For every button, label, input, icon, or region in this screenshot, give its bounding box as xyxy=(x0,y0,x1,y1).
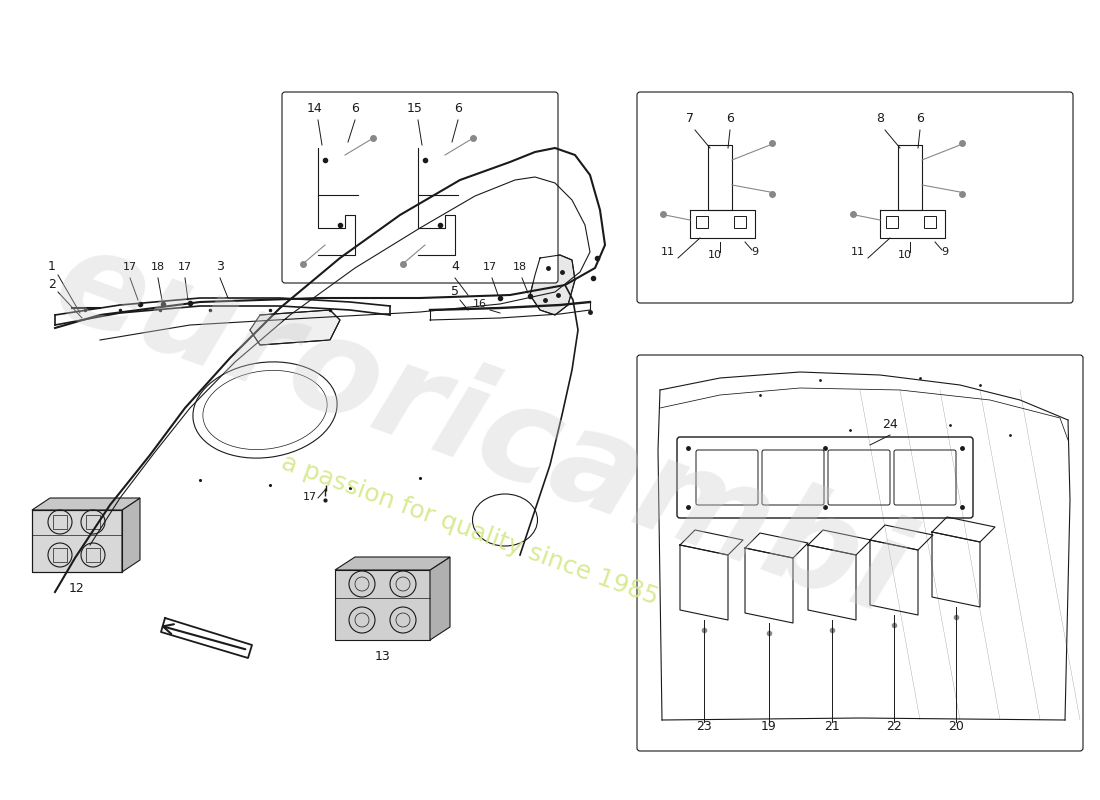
Bar xyxy=(696,216,708,228)
FancyBboxPatch shape xyxy=(894,450,956,505)
Polygon shape xyxy=(32,510,122,572)
Polygon shape xyxy=(122,498,140,572)
Bar xyxy=(86,548,100,562)
Text: 6: 6 xyxy=(726,112,734,125)
Bar xyxy=(86,515,100,529)
Text: 18: 18 xyxy=(513,262,527,272)
Text: 11: 11 xyxy=(661,247,675,257)
Text: 15: 15 xyxy=(407,102,422,115)
Polygon shape xyxy=(336,557,450,570)
Text: a passion for quality since 1985: a passion for quality since 1985 xyxy=(278,450,662,610)
Bar xyxy=(886,216,898,228)
FancyBboxPatch shape xyxy=(762,450,824,505)
FancyBboxPatch shape xyxy=(637,92,1072,303)
Bar xyxy=(53,515,67,529)
FancyBboxPatch shape xyxy=(282,92,558,283)
Polygon shape xyxy=(430,557,450,640)
Text: 19: 19 xyxy=(761,720,777,733)
Text: 13: 13 xyxy=(375,650,390,663)
Text: 5: 5 xyxy=(451,285,459,298)
Text: 24: 24 xyxy=(882,418,898,431)
Polygon shape xyxy=(32,498,140,510)
Text: 17: 17 xyxy=(483,262,497,272)
Text: 9: 9 xyxy=(942,247,948,257)
Text: 6: 6 xyxy=(916,112,924,125)
Text: 22: 22 xyxy=(887,720,902,733)
Text: 10: 10 xyxy=(708,250,722,260)
Text: 4: 4 xyxy=(451,260,459,273)
Bar xyxy=(924,216,936,228)
Text: 1: 1 xyxy=(48,260,56,273)
Text: 3: 3 xyxy=(216,260,224,273)
Text: 8: 8 xyxy=(876,112,884,125)
Text: 17: 17 xyxy=(302,492,317,502)
Text: 18: 18 xyxy=(151,262,165,272)
FancyBboxPatch shape xyxy=(637,355,1084,751)
Text: 6: 6 xyxy=(454,102,462,115)
Text: 12: 12 xyxy=(69,582,85,594)
Bar xyxy=(734,216,746,228)
Text: 6: 6 xyxy=(351,102,359,115)
Text: 23: 23 xyxy=(696,720,712,733)
Polygon shape xyxy=(250,310,340,345)
Text: 16: 16 xyxy=(473,299,487,309)
Text: 17: 17 xyxy=(123,262,138,272)
Text: 2: 2 xyxy=(48,278,56,291)
Text: 14: 14 xyxy=(307,102,323,115)
Text: 20: 20 xyxy=(948,720,964,733)
FancyBboxPatch shape xyxy=(676,437,974,518)
Text: 10: 10 xyxy=(898,250,912,260)
FancyBboxPatch shape xyxy=(828,450,890,505)
Text: euroricambi: euroricambi xyxy=(39,218,922,642)
Bar xyxy=(53,548,67,562)
Text: 21: 21 xyxy=(824,720,840,733)
FancyBboxPatch shape xyxy=(696,450,758,505)
Text: 11: 11 xyxy=(851,247,865,257)
Polygon shape xyxy=(530,255,575,315)
Text: 9: 9 xyxy=(751,247,759,257)
Text: 17: 17 xyxy=(178,262,192,272)
Polygon shape xyxy=(336,570,430,640)
Text: 7: 7 xyxy=(686,112,694,125)
